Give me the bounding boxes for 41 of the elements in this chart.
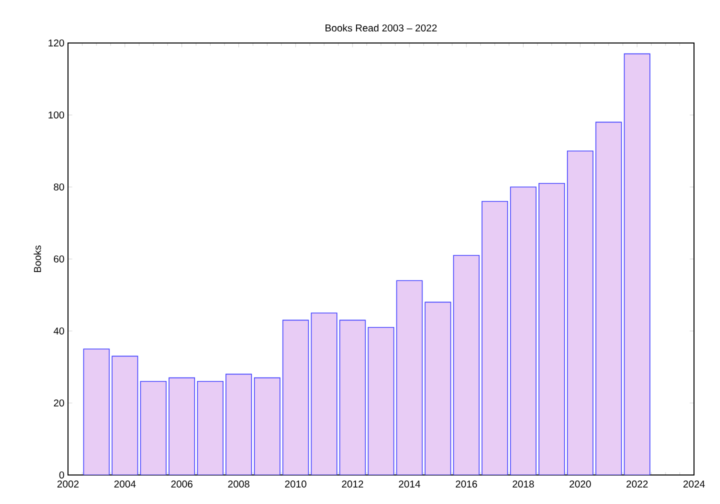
bar xyxy=(624,53,650,475)
x-tick-label: 2022 xyxy=(626,480,648,488)
x-tick-label: 2012 xyxy=(342,480,364,488)
x-tick-label: 2006 xyxy=(171,480,192,488)
chart-title: Books Read 2003 – 2022 xyxy=(326,24,437,32)
bar xyxy=(169,378,195,475)
bar xyxy=(368,327,394,475)
y-tick-label: 120 xyxy=(48,39,64,47)
bar xyxy=(84,349,110,475)
y-axis-title: Books xyxy=(34,246,42,272)
x-tick-label: 2002 xyxy=(57,480,79,488)
x-tick-label: 2004 xyxy=(114,480,136,488)
y-tick-label: 0 xyxy=(59,471,64,479)
bar xyxy=(112,356,138,475)
y-tick-label: 60 xyxy=(54,255,64,263)
x-tick-label: 2018 xyxy=(512,480,534,488)
bar xyxy=(425,302,451,475)
x-tick-label: 2024 xyxy=(683,480,705,488)
x-tick-label: 2014 xyxy=(398,480,420,488)
bar xyxy=(454,255,480,475)
bar xyxy=(254,378,280,475)
bar xyxy=(396,280,422,475)
bar xyxy=(140,381,166,475)
y-tick-label: 100 xyxy=(48,111,64,119)
x-tick-label: 2010 xyxy=(285,480,306,488)
bar xyxy=(567,150,593,475)
bar xyxy=(510,186,536,475)
bar xyxy=(596,122,622,475)
x-tick-label: 2008 xyxy=(228,480,250,488)
bar xyxy=(197,381,224,475)
x-tick-label: 2016 xyxy=(456,480,478,488)
y-tick-label: 80 xyxy=(54,183,64,191)
y-tick-label: 40 xyxy=(54,327,64,335)
bar xyxy=(282,320,308,475)
bar xyxy=(482,201,508,475)
x-tick-label: 2020 xyxy=(570,480,591,488)
bar xyxy=(311,313,337,475)
y-tick-label: 20 xyxy=(54,399,64,407)
bar xyxy=(340,320,366,475)
bar xyxy=(226,374,252,475)
bar xyxy=(538,183,565,475)
